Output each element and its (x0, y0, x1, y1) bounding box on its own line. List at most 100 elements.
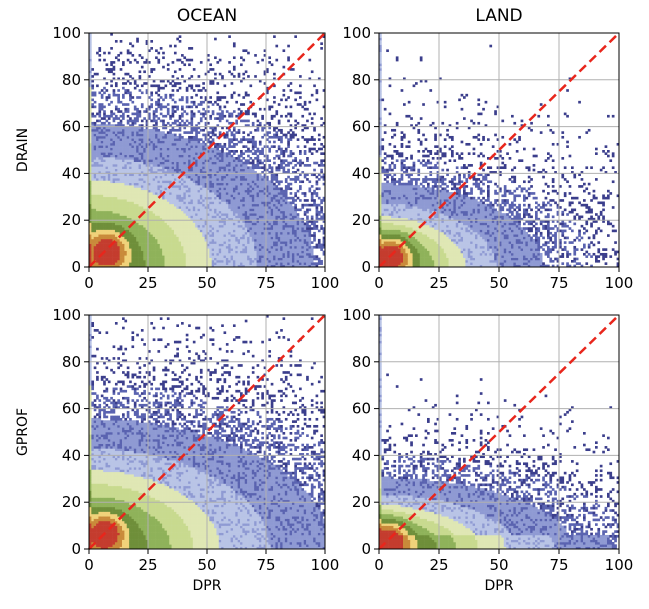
heatmap-cell (178, 166, 182, 170)
heatmap-cell (204, 185, 208, 188)
heatmap-cell (190, 231, 194, 235)
heatmap-cell (251, 213, 255, 216)
heatmap-cell (93, 199, 97, 202)
heatmap-cell (251, 241, 255, 244)
heatmap-cell (249, 182, 253, 186)
heatmap-cell (188, 187, 191, 191)
heatmap-cell (129, 91, 132, 95)
heatmap-cell (114, 206, 118, 209)
heatmap-cell (136, 150, 139, 153)
heatmap-cell (103, 262, 106, 265)
heatmap-cell (138, 250, 142, 254)
heatmap-cell (110, 171, 113, 174)
heatmap-cell (159, 140, 163, 144)
heatmap-cell (129, 154, 132, 158)
heatmap-cell (105, 220, 109, 223)
heatmap-cell (190, 189, 194, 193)
heatmap-cell (117, 157, 120, 160)
heatmap-cell (181, 98, 184, 102)
heatmap-cell (230, 208, 234, 212)
heatmap-cell (131, 161, 135, 165)
heatmap-cell (157, 182, 161, 186)
heatmap-cell (152, 84, 156, 88)
heatmap-cell (112, 185, 116, 188)
heatmap-cell (249, 259, 253, 263)
heatmap-cell (232, 250, 236, 254)
heatmap-cell (183, 203, 187, 207)
heatmap-cell (152, 220, 156, 223)
heatmap-cell (119, 187, 123, 191)
heatmap-cell (105, 187, 109, 191)
heatmap-cell (207, 264, 210, 268)
heatmap-cell (209, 203, 213, 207)
heatmap-cell (195, 185, 198, 188)
heatmap-cell (188, 135, 191, 139)
heatmap-cell (114, 245, 118, 249)
heatmap-cell (204, 222, 208, 226)
heatmap-cell (249, 248, 253, 251)
heatmap-cell (148, 150, 151, 153)
heatmap-cell (254, 142, 257, 146)
heatmap-cell (183, 215, 187, 219)
heatmap-cell (171, 262, 175, 265)
heatmap-cell (173, 105, 177, 109)
heatmap-cell (232, 145, 236, 148)
heatmap-cell (232, 178, 236, 181)
heatmap-cell (183, 210, 187, 214)
heatmap-cell (192, 128, 196, 132)
heatmap-cell (209, 236, 213, 240)
heatmap-cell (261, 185, 264, 188)
heatmap-cell (131, 135, 135, 139)
heatmap-cell (242, 72, 246, 76)
heatmap-cell (138, 142, 142, 146)
heatmap-cell (173, 145, 177, 148)
heatmap-cell (240, 199, 243, 202)
heatmap-cell (244, 208, 248, 212)
heatmap-cell (119, 140, 123, 144)
heatmap-cell (150, 47, 154, 50)
heatmap-cell (268, 236, 272, 240)
heatmap-cell (162, 133, 165, 137)
heatmap-cell (126, 264, 130, 268)
heatmap-cell (157, 86, 161, 90)
heatmap-cell (117, 248, 120, 251)
heatmap-cell (223, 236, 227, 240)
heatmap-cell (150, 229, 154, 233)
heatmap-cell (204, 142, 208, 146)
heatmap-cell (197, 234, 201, 237)
heatmap-cell (159, 133, 163, 137)
heatmap-cell (197, 236, 201, 240)
heatmap-cell (256, 243, 260, 247)
heatmap-cell (164, 250, 168, 254)
heatmap-cell (126, 241, 130, 244)
heatmap-cell (91, 147, 95, 151)
heatmap-cell (100, 222, 104, 226)
heatmap-cell (126, 140, 130, 144)
heatmap-cell (89, 168, 92, 172)
heatmap-cell (140, 138, 144, 141)
heatmap-cell (251, 201, 255, 205)
heatmap-cell (107, 182, 111, 186)
heatmap-cell (249, 194, 253, 198)
heatmap-cell (251, 138, 255, 141)
heatmap-cell (122, 227, 125, 230)
heatmap-cell (235, 245, 238, 249)
heatmap-cell (211, 199, 215, 202)
heatmap-cell (143, 250, 146, 254)
heatmap-cell (263, 257, 267, 261)
heatmap-cell (242, 187, 246, 191)
heatmap-cell (230, 206, 234, 209)
heatmap-cell (218, 131, 222, 134)
heatmap-cell (235, 201, 238, 205)
heatmap-cell (242, 264, 246, 268)
heatmap-cell (216, 147, 220, 151)
heatmap-cell (91, 187, 95, 191)
heatmap-cell (114, 210, 118, 214)
heatmap-cell (114, 262, 118, 265)
heatmap-cell (129, 168, 132, 172)
heatmap-cell (202, 112, 205, 116)
heatmap-cell (211, 140, 215, 144)
heatmap-cell (254, 217, 257, 221)
heatmap-cell (114, 93, 118, 97)
heatmap-cell (190, 180, 194, 184)
